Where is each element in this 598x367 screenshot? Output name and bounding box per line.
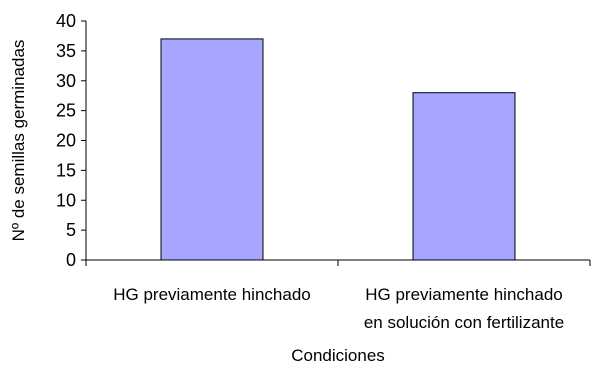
y-tick-label: 0 — [66, 250, 76, 270]
y-axis-ticks: 0 5 10 15 20 25 30 35 40 — [56, 11, 86, 270]
y-tick-label: 15 — [56, 160, 76, 180]
x-category-label: HG previamente hinchado — [113, 285, 311, 304]
y-axis-title: Nº de semillas germinadas — [9, 40, 28, 242]
y-tick-label: 5 — [66, 220, 76, 240]
y-tick-label: 25 — [56, 101, 76, 121]
x-axis-category-labels: HG previamente hinchado HG previamente hi… — [113, 285, 564, 332]
y-tick-label: 30 — [56, 71, 76, 91]
y-tick-label: 10 — [56, 190, 76, 210]
bar — [160, 38, 264, 261]
x-category-label: HG previamente hinchado — [365, 285, 563, 304]
x-category-label: en solución con fertilizante — [364, 313, 564, 332]
bar — [412, 92, 516, 261]
bars — [160, 38, 516, 261]
y-tick-label: 35 — [56, 41, 76, 61]
y-tick-label: 40 — [56, 11, 76, 31]
x-axis-title: Condiciones — [291, 346, 385, 365]
y-tick-label: 20 — [56, 131, 76, 151]
x-axis-ticks — [85, 260, 591, 266]
